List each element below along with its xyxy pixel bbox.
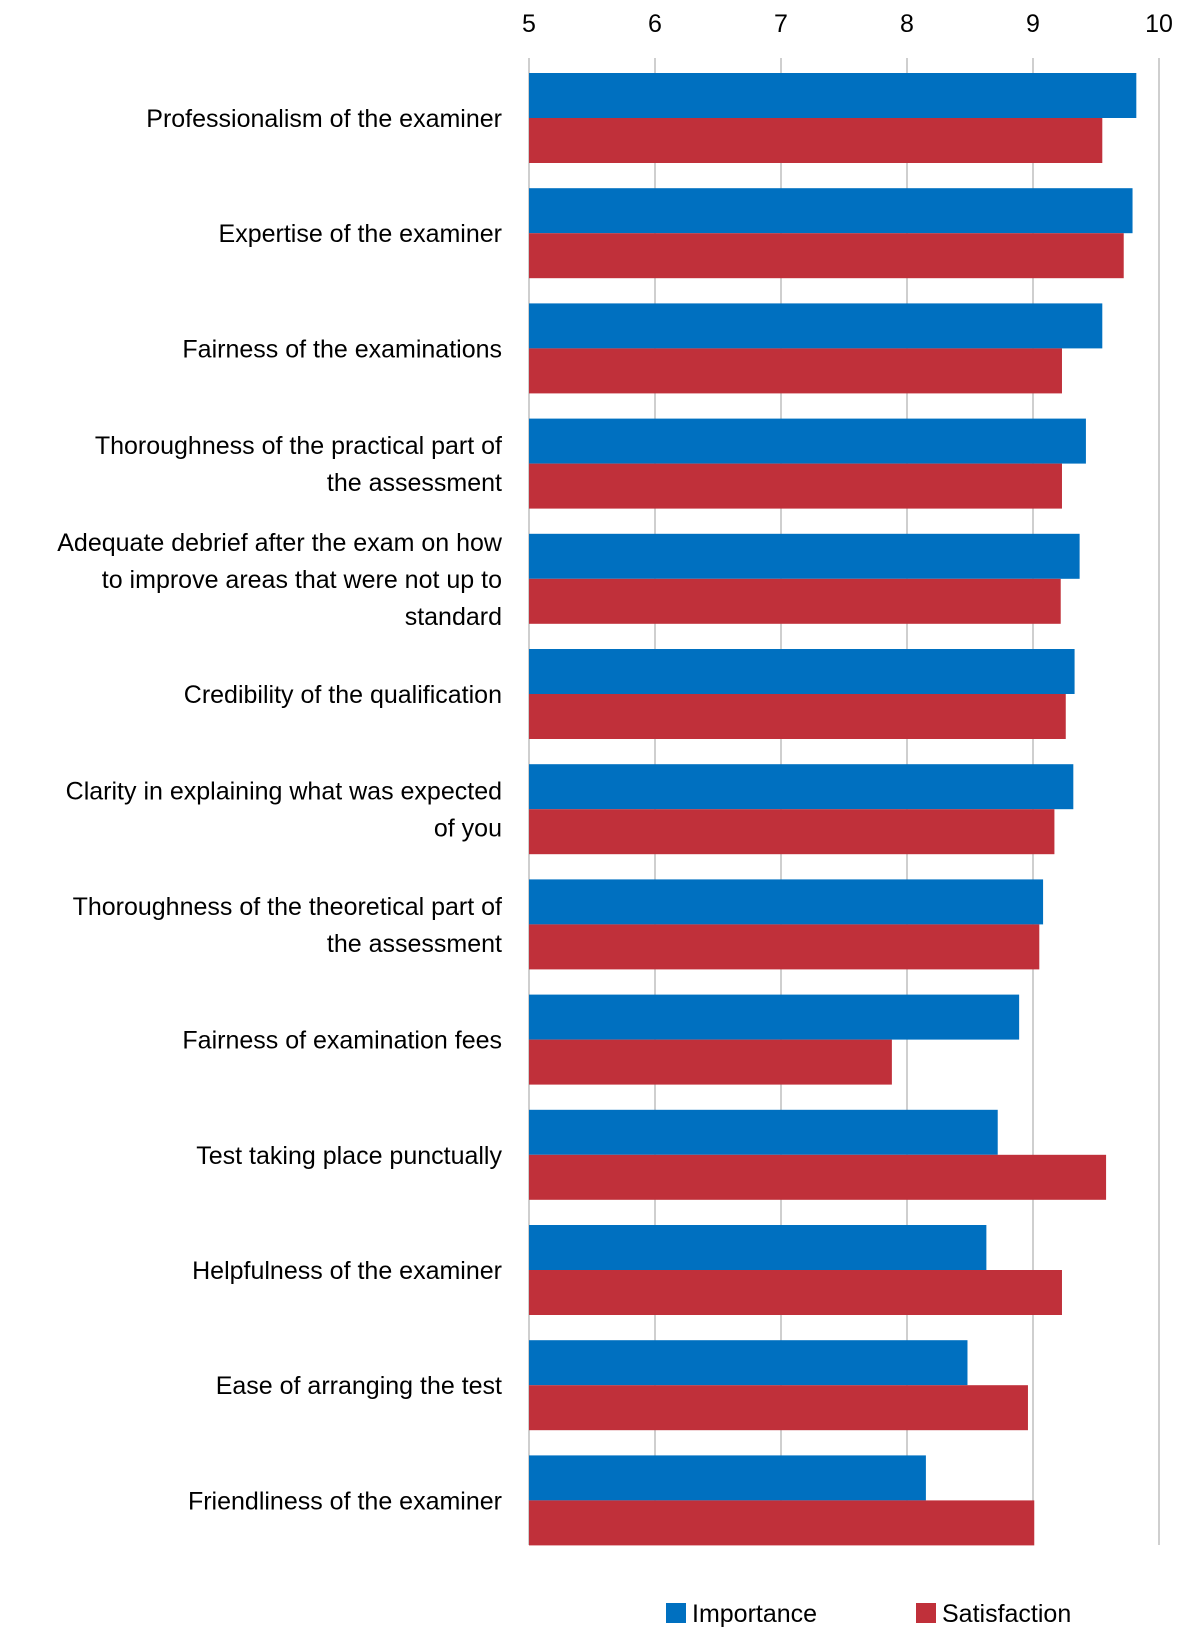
category-label-11: Ease of arranging the test: [216, 1372, 502, 1400]
category-label-9: Test taking place punctually: [196, 1142, 502, 1170]
legend-swatch-satisfaction: [916, 1603, 936, 1623]
tick-label-5: 5: [522, 10, 536, 38]
bar-importance-0: [529, 73, 1137, 118]
category-label-5: Credibility of the qualification: [184, 681, 502, 709]
tick-label-6: 6: [648, 10, 662, 38]
bar-importance-1: [529, 188, 1133, 234]
bar-satisfaction-2: [529, 348, 1062, 394]
tick-label-10: 10: [1145, 10, 1173, 38]
bar-satisfaction-6: [529, 809, 1055, 855]
category-label-12: Friendliness of the examiner: [188, 1487, 502, 1515]
category-label-1: Expertise of the examiner: [219, 220, 502, 248]
bar-importance-11: [529, 1340, 968, 1386]
bar-importance-8: [529, 994, 1020, 1040]
bar-satisfaction-9: [529, 1154, 1107, 1200]
bar-satisfaction-10: [529, 1270, 1062, 1315]
bar-satisfaction-5: [529, 694, 1066, 739]
bar-satisfaction-0: [529, 118, 1103, 163]
bar-satisfaction-3: [529, 463, 1062, 509]
bar-importance-6: [529, 764, 1074, 810]
category-label-6: Clarity in explaining what was expected o…: [66, 778, 502, 843]
legend: Importance Satisfaction: [666, 1600, 1071, 1628]
bar-importance-3: [529, 418, 1086, 464]
bar-satisfaction-7: [529, 924, 1040, 970]
bar-importance-5: [529, 649, 1075, 694]
legend-label-importance: Importance: [692, 1600, 817, 1628]
tick-label-9: 9: [1026, 10, 1040, 38]
bar-importance-12: [529, 1455, 926, 1501]
bar-satisfaction-1: [529, 233, 1124, 279]
bar-importance-9: [529, 1109, 998, 1155]
category-label-4: Adequate debrief after the exam on how to…: [57, 529, 503, 631]
legend-swatch-importance: [666, 1603, 686, 1623]
bar-satisfaction-8: [529, 1039, 892, 1085]
bar-satisfaction-11: [529, 1385, 1028, 1431]
bar-importance-2: [529, 303, 1103, 349]
category-label-0: Professionalism of the examiner: [146, 105, 502, 133]
category-labels: Professionalism of the examiner Expertise…: [57, 105, 503, 1515]
bar-satisfaction-12: [529, 1500, 1035, 1546]
category-label-2: Fairness of the examinations: [182, 335, 502, 363]
category-label-7: Thoroughness of the theoretical part of t…: [73, 893, 502, 958]
bar-satisfaction-4: [529, 578, 1061, 624]
category-label-3: Thoroughness of the practical part of the…: [95, 432, 502, 497]
tick-label-7: 7: [774, 10, 788, 38]
bar-importance-10: [529, 1225, 987, 1270]
tick-label-8: 8: [900, 10, 914, 38]
category-label-8: Fairness of examination fees: [182, 1027, 502, 1055]
legend-label-satisfaction: Satisfaction: [942, 1600, 1071, 1628]
bars: [529, 73, 1137, 1546]
bar-importance-4: [529, 533, 1080, 579]
category-label-10: Helpfulness of the examiner: [192, 1257, 502, 1285]
x-axis-ticks: 5 6 7 8 9 10: [522, 10, 1173, 38]
bar-importance-7: [529, 879, 1044, 925]
